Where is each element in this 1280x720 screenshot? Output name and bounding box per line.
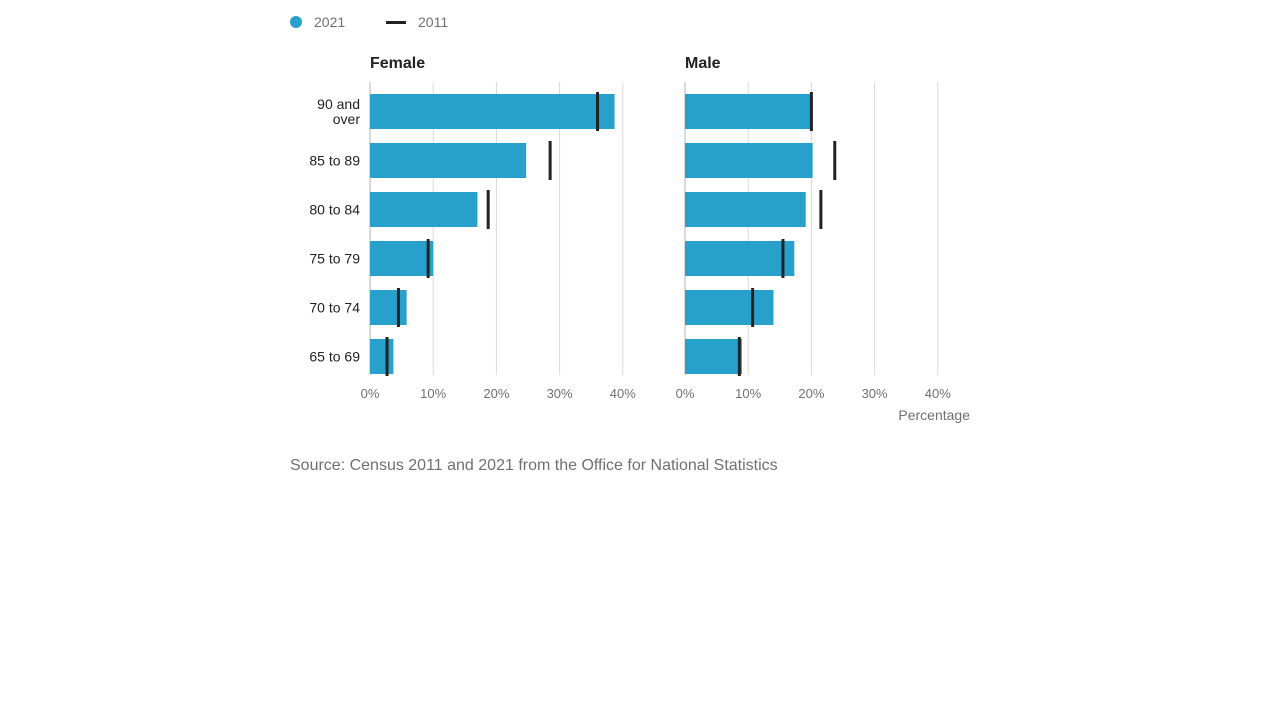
legend-dot-icon xyxy=(290,16,302,28)
tick-label-20: 20% xyxy=(483,386,509,401)
source-note: Source: Census 2011 and 2021 from the Of… xyxy=(290,457,778,474)
legend-item-2011: 2011 xyxy=(386,14,448,30)
panel-male: Male 0% 10% 20% 30% 40% xyxy=(676,55,952,401)
category-label-70-to-74: 70 to 74 xyxy=(309,300,360,316)
tick-label-10: 10% xyxy=(420,386,446,401)
legend-item-2021: 2021 xyxy=(290,14,345,30)
bar-female-75-to-79 xyxy=(370,241,434,276)
category-label-80-to-84: 80 to 84 xyxy=(309,202,360,218)
bar-male-75-to-79 xyxy=(685,241,795,276)
tick-label-0: 0% xyxy=(676,386,695,401)
panel-title-female: Female xyxy=(370,55,425,72)
tick-label-40: 40% xyxy=(925,386,951,401)
x-axis-label: Percentage xyxy=(898,407,970,423)
bar-female-65-to-69 xyxy=(370,339,394,374)
tick-label-0: 0% xyxy=(361,386,380,401)
bar-female-80-to-84 xyxy=(370,192,478,227)
legend-label-2011: 2011 xyxy=(418,14,449,30)
tick-label-40: 40% xyxy=(610,386,636,401)
tick-label-10: 10% xyxy=(735,386,761,401)
legend-label-2021: 2021 xyxy=(314,14,346,30)
category-label-90-and-over: 90 and over xyxy=(317,96,360,127)
bar-female-90-and-over xyxy=(370,94,615,129)
tick-label-30: 30% xyxy=(862,386,888,401)
tick-label-20: 20% xyxy=(798,386,824,401)
legend-line-icon xyxy=(386,20,406,24)
bar-male-65-to-69 xyxy=(685,339,742,374)
bar-male-85-to-89 xyxy=(685,143,813,178)
category-label-85-to-89: 85 to 89 xyxy=(309,153,360,169)
bar-male-70-to-74 xyxy=(685,290,774,325)
bar-female-85-to-89 xyxy=(370,143,527,178)
bar-female-70-to-74 xyxy=(370,290,407,325)
tick-label-30: 30% xyxy=(547,386,573,401)
category-label-65-to-69: 65 to 69 xyxy=(309,349,360,365)
category-label-75-to-79: 75 to 79 xyxy=(309,251,360,267)
bar-male-90-and-over xyxy=(685,94,812,129)
chart-area: 90 and over 85 to 89 80 to 84 75 to 79 70 to … xyxy=(309,55,970,423)
panel-title-male: Male xyxy=(685,55,721,72)
panel-female: Female 0% 10% 20% 30% 40% xyxy=(361,55,637,401)
bar-male-80-to-84 xyxy=(685,192,806,227)
